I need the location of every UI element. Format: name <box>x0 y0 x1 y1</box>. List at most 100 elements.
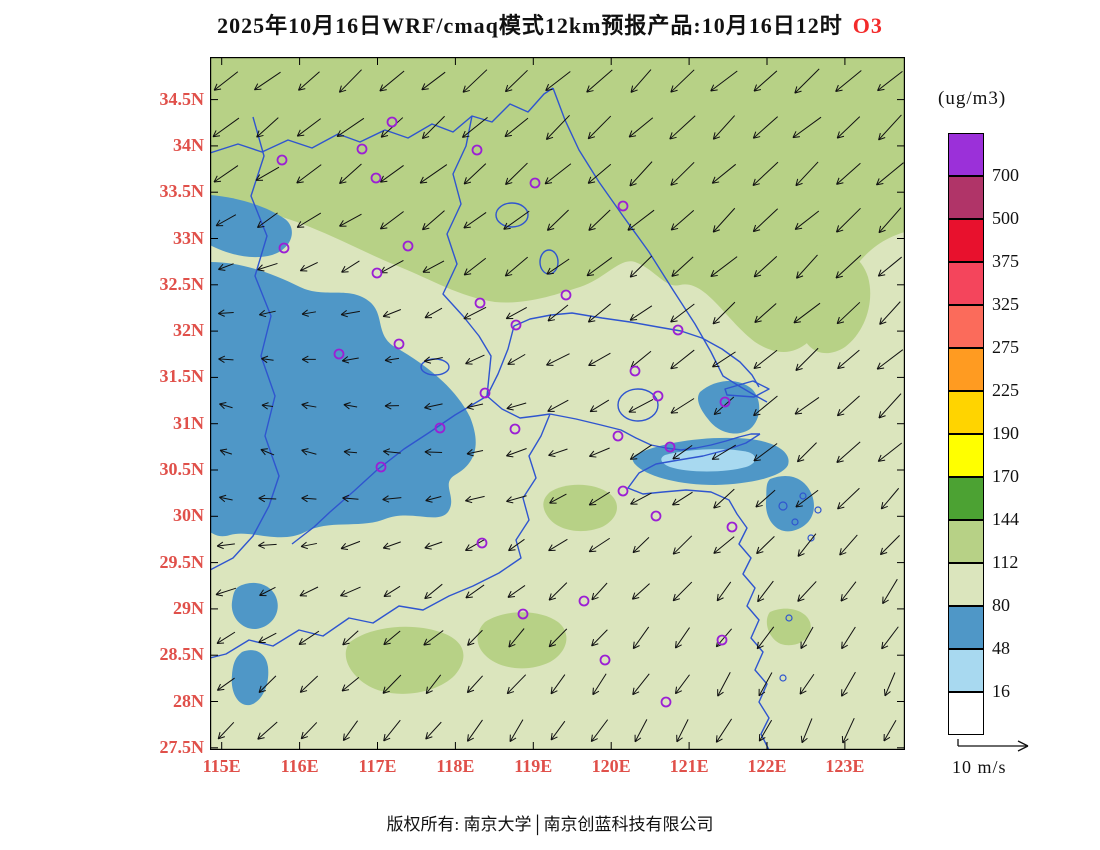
pollutant-label: O3 <box>852 13 883 38</box>
map-canvas <box>209 57 905 751</box>
city-marker <box>402 240 414 252</box>
legend-value-label: 375 <box>992 251 1019 271</box>
lat-tick-label: 27.5N <box>159 736 205 757</box>
legend-value-label: 500 <box>992 208 1019 228</box>
legend-value-label: 48 <box>992 638 1010 658</box>
city-marker <box>356 143 368 155</box>
legend-value-label: 700 <box>992 165 1019 185</box>
lon-tick-label: 122E <box>747 756 787 776</box>
legend-color-box <box>948 262 984 305</box>
lake-outline <box>495 202 529 228</box>
zhejiang-coast <box>627 433 770 751</box>
city-marker <box>650 510 662 522</box>
city-marker <box>434 422 446 434</box>
city-marker <box>375 461 387 473</box>
city-marker <box>617 200 629 212</box>
island-outline <box>807 534 815 542</box>
lon-tick-label: 118E <box>436 756 475 776</box>
city-marker <box>664 441 676 453</box>
legend-color-box <box>948 563 984 606</box>
legend-color-box <box>948 434 984 477</box>
wind-reference-label: 10 m/s <box>952 757 1007 777</box>
city-marker <box>371 267 383 279</box>
map-frame <box>210 57 905 750</box>
henan-anhui-border <box>209 116 280 571</box>
forecast-map <box>209 57 905 751</box>
city-marker <box>599 654 611 666</box>
lat-tick-label: 31N <box>173 412 204 433</box>
city-markers <box>276 116 738 708</box>
city-marker <box>612 430 624 442</box>
city-marker <box>578 595 590 607</box>
lat-tick-label: 33.5N <box>159 181 205 202</box>
legend-value-label: 112 <box>992 552 1019 572</box>
legend-value-label: 16 <box>992 681 1010 701</box>
legend-color-box <box>948 606 984 649</box>
wind-reference-arrow <box>957 739 1029 752</box>
lat-tick-label: 28.5N <box>159 644 205 665</box>
anhui-jiangsu-border-north <box>442 115 492 397</box>
legend-color-box <box>948 176 984 219</box>
chongming-island <box>724 380 770 398</box>
lake-outline <box>617 388 659 422</box>
wind-vectors <box>212 68 904 744</box>
city-marker <box>386 116 398 128</box>
legend-value-label: 275 <box>992 337 1019 357</box>
legend-color-box <box>948 477 984 520</box>
legend-value-label: 170 <box>992 466 1019 486</box>
city-marker <box>529 177 541 189</box>
legend-value-label: 325 <box>992 294 1019 314</box>
legend-color-box <box>948 649 984 692</box>
legend-color-box <box>948 520 984 563</box>
legend-color-box <box>948 133 984 176</box>
city-marker <box>370 172 382 184</box>
city-marker <box>617 485 629 497</box>
lon-tick-label: 116E <box>280 756 319 776</box>
city-marker <box>276 154 288 166</box>
city-marker <box>476 537 488 549</box>
island-outline <box>814 506 822 514</box>
city-marker <box>726 521 738 533</box>
lon-tick-label: 121E <box>669 756 709 776</box>
lon-tick-label: 123E <box>825 756 865 776</box>
city-marker <box>509 423 521 435</box>
legend-value-label: 225 <box>992 380 1019 400</box>
island-outline <box>799 492 807 500</box>
city-marker <box>471 144 483 156</box>
lat-tick-label: 32N <box>173 320 204 341</box>
city-marker <box>517 608 529 620</box>
lat-tick-label: 31.5N <box>159 366 205 387</box>
legend-value-label: 80 <box>992 595 1010 615</box>
city-marker <box>660 696 672 708</box>
city-marker <box>716 634 728 646</box>
lon-tick-label: 117E <box>358 756 397 776</box>
legend-color-box <box>948 305 984 348</box>
lon-tick-label: 115E <box>202 756 241 776</box>
lat-tick-label: 32.5N <box>159 273 205 294</box>
island-outline <box>778 501 788 511</box>
legend-color-box <box>948 219 984 262</box>
legend-value-label: 144 <box>992 509 1019 529</box>
legend-unit-label: (ug/m3) <box>938 88 1007 109</box>
legend-color-box <box>948 692 984 735</box>
anhui-zhejiang-jiangxi-border <box>209 413 551 659</box>
city-marker <box>652 390 664 402</box>
legend-value-label: 190 <box>992 423 1019 443</box>
province-boundaries <box>209 87 822 751</box>
legend-color-box <box>948 391 984 434</box>
lat-tick-label: 29N <box>173 597 204 618</box>
legend-color-box <box>948 348 984 391</box>
anhui-jiangsu-border-south <box>486 395 551 419</box>
island-outline <box>785 614 793 622</box>
lat-tick-label: 34.5N <box>159 88 205 109</box>
city-marker <box>333 348 345 360</box>
lat-tick-label: 30N <box>173 505 204 526</box>
axis-ticks <box>210 57 905 750</box>
lon-tick-label: 119E <box>514 756 553 776</box>
copyright-footer: 版权所有: 南京大学│南京创蓝科技有限公司 <box>386 815 714 834</box>
island-outline <box>779 674 787 682</box>
city-marker <box>719 396 731 408</box>
jiangsu-coast <box>552 87 768 403</box>
island-outline <box>791 518 799 526</box>
lat-tick-label: 28N <box>173 690 204 711</box>
